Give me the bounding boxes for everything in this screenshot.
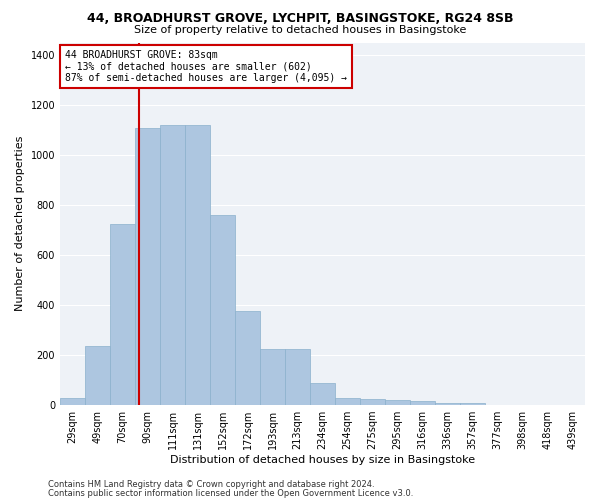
Bar [460, 402, 485, 405]
Bar [310, 382, 335, 405]
Y-axis label: Number of detached properties: Number of detached properties [15, 136, 25, 312]
Bar [135, 128, 160, 405]
Bar [260, 349, 285, 405]
Bar [335, 398, 360, 405]
Bar [285, 349, 310, 405]
Bar [235, 312, 260, 405]
Text: 44, BROADHURST GROVE, LYCHPIT, BASINGSTOKE, RG24 8SB: 44, BROADHURST GROVE, LYCHPIT, BASINGSTO… [87, 12, 513, 26]
X-axis label: Distribution of detached houses by size in Basingstoke: Distribution of detached houses by size … [170, 455, 475, 465]
Text: Contains public sector information licensed under the Open Government Licence v3: Contains public sector information licen… [48, 488, 413, 498]
Bar [85, 346, 110, 405]
Bar [410, 402, 435, 405]
Text: 44 BROADHURST GROVE: 83sqm
← 13% of detached houses are smaller (602)
87% of sem: 44 BROADHURST GROVE: 83sqm ← 13% of deta… [65, 50, 347, 83]
Bar [385, 400, 410, 405]
Bar [110, 224, 135, 405]
Bar [185, 125, 210, 405]
Bar [360, 399, 385, 405]
Bar [160, 125, 185, 405]
Bar [210, 215, 235, 405]
Text: Size of property relative to detached houses in Basingstoke: Size of property relative to detached ho… [134, 25, 466, 35]
Bar [435, 402, 460, 405]
Text: Contains HM Land Registry data © Crown copyright and database right 2024.: Contains HM Land Registry data © Crown c… [48, 480, 374, 489]
Bar [60, 398, 85, 405]
